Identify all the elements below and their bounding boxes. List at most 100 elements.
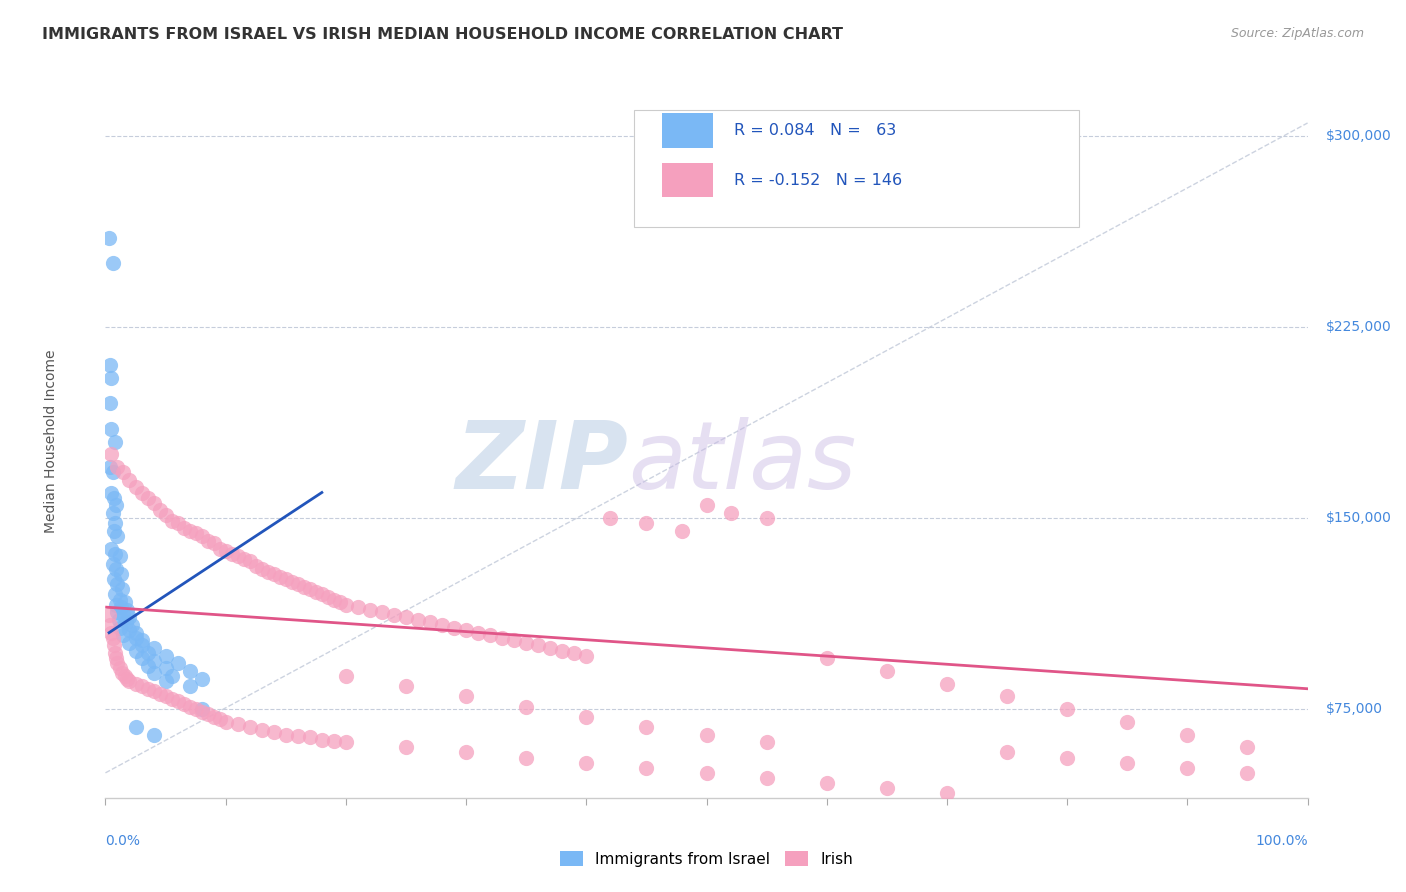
Point [160,692,183,706]
Point [124,631,146,645]
Point [274,572,297,586]
Point [755,771,778,785]
Point [112,628,135,642]
Point [214,714,236,729]
Point [395,740,418,755]
Point [100,541,122,556]
FancyBboxPatch shape [634,110,1080,227]
Point [720,506,742,520]
Point [755,511,778,525]
Point [112,465,135,479]
Point [100,371,122,385]
Point [124,720,146,734]
Point [1056,702,1078,716]
Point [575,756,598,770]
Point [347,600,370,615]
Point [876,781,898,796]
Point [114,669,136,683]
Point [115,672,138,686]
Point [202,536,225,550]
Point [562,646,585,660]
Point [636,516,658,530]
Point [190,529,212,543]
Point [107,613,129,627]
Point [269,569,291,583]
Point [110,567,132,582]
Point [936,676,959,690]
Point [479,628,502,642]
Point [232,551,254,566]
Point [371,605,394,619]
Point [527,639,550,653]
Point [322,592,344,607]
Point [454,623,477,637]
Point [131,633,153,648]
Text: R = -0.152   N = 146: R = -0.152 N = 146 [734,173,903,188]
Point [382,607,405,622]
Point [292,580,315,594]
Point [98,607,121,622]
Text: Median Household Income: Median Household Income [45,350,59,533]
Point [250,723,273,737]
Point [100,447,122,461]
Point [136,658,159,673]
Point [108,621,131,635]
Point [454,690,477,704]
Point [118,473,141,487]
Point [142,666,165,681]
Point [1116,714,1139,729]
Point [1236,765,1258,780]
Point [98,460,121,475]
Point [166,694,188,708]
Point [815,776,838,790]
Point [335,669,357,683]
Point [118,674,141,689]
Point [155,661,177,675]
Point [305,585,328,599]
Point [419,615,441,630]
Point [100,625,122,640]
Point [105,598,128,612]
Point [155,690,177,704]
Point [226,549,249,564]
Point [755,735,778,749]
Point [454,746,477,760]
Point [131,639,153,653]
Point [108,592,131,607]
Point [636,761,658,775]
Point [359,603,381,617]
Text: $150,000: $150,000 [1326,511,1392,525]
Point [184,526,207,541]
Point [245,559,267,574]
Point [101,557,124,571]
Point [538,640,561,655]
Point [671,524,693,538]
Point [263,567,285,582]
Point [184,702,207,716]
Point [98,230,121,244]
Point [131,485,153,500]
Point [311,732,333,747]
Point [190,705,212,719]
Point [103,639,125,653]
Text: $300,000: $300,000 [1326,128,1392,143]
Point [136,646,159,660]
Text: IMMIGRANTS FROM ISRAEL VS IRISH MEDIAN HOUSEHOLD INCOME CORRELATION CHART: IMMIGRANTS FROM ISRAEL VS IRISH MEDIAN H… [42,27,844,42]
Point [148,687,170,701]
Point [100,485,122,500]
Point [108,661,131,675]
Point [98,358,121,372]
Text: R = 0.084   N =   63: R = 0.084 N = 63 [734,123,897,138]
Point [179,679,201,693]
Point [107,605,129,619]
Point [104,547,127,561]
Text: Source: ZipAtlas.com: Source: ZipAtlas.com [1230,27,1364,40]
Point [155,674,177,689]
Point [287,577,309,591]
Point [515,636,537,650]
Point [936,786,959,800]
Point [124,676,146,690]
Point [100,422,122,436]
Text: ZIP: ZIP [456,417,628,509]
Point [98,618,121,632]
